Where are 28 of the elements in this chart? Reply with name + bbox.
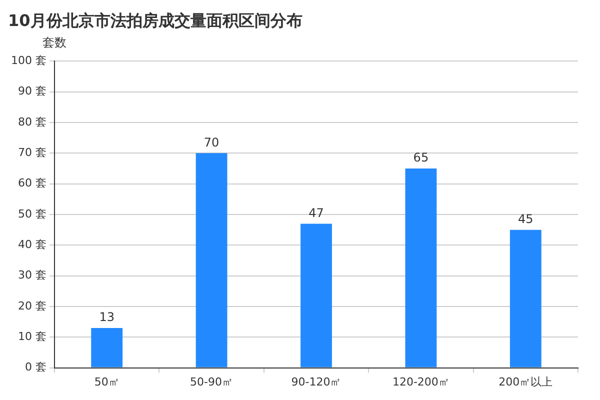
y-tick-label: 30 套 (18, 268, 46, 282)
y-tick-label: 90 套 (18, 84, 46, 98)
data-label: 65 (413, 150, 429, 165)
bar (405, 168, 437, 368)
y-tick-label: 60 套 (18, 176, 46, 190)
bar (196, 153, 228, 368)
x-tick-label: 200㎡以上 (498, 375, 553, 388)
y-tick-label: 50 套 (18, 207, 46, 220)
y-axis-title: 套数 (42, 35, 66, 50)
y-tick-label: 80 套 (18, 115, 46, 128)
y-tick-label: 0 套 (24, 360, 46, 374)
y-tick-label: 70 套 (18, 146, 46, 160)
x-tick-label: 90-120㎡ (291, 375, 342, 388)
y-tick-label: 10 套 (18, 330, 46, 343)
x-tick-label: 120-200㎡ (392, 375, 450, 388)
y-tick-label: 40 套 (18, 238, 46, 252)
bar (510, 230, 542, 368)
bar (300, 224, 332, 368)
chart-title: 10月份北京市法拍房成交量面积区间分布 (8, 10, 302, 30)
data-label: 13 (99, 310, 114, 324)
x-tick-label: 50-90㎡ (190, 375, 234, 388)
data-label: 45 (518, 212, 534, 226)
x-tick-label: 50㎡ (94, 375, 120, 388)
y-tick-label: 100 套 (10, 54, 46, 68)
data-label: 70 (204, 135, 220, 150)
y-tick-label: 20 套 (18, 299, 46, 312)
data-label: 47 (308, 206, 324, 220)
bar (91, 328, 123, 368)
